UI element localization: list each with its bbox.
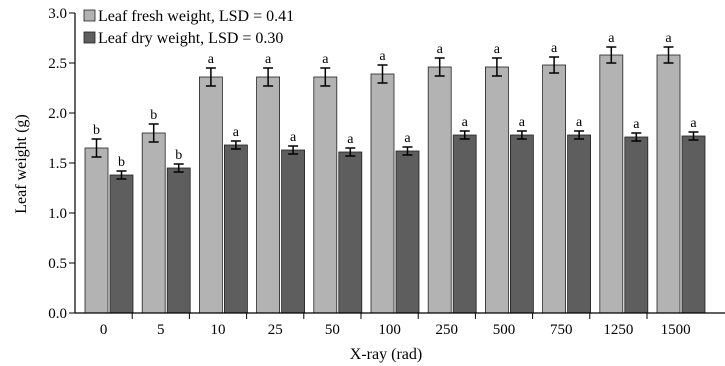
significance-label: a: [519, 115, 526, 130]
x-tick-label: 5: [157, 322, 165, 338]
significance-label: a: [494, 42, 501, 57]
y-tick-label: 0.0: [48, 306, 67, 322]
error-bar: [459, 130, 470, 140]
x-tick-label: 250: [436, 322, 459, 338]
y-tick-label: 3.0: [48, 6, 67, 22]
bar: [109, 174, 134, 314]
error-bar: [574, 130, 585, 140]
significance-label: a: [576, 115, 583, 130]
bar: [509, 134, 534, 314]
error-bar: [606, 46, 617, 64]
significance-label: a: [665, 31, 672, 46]
significance-label: a: [208, 52, 215, 67]
bar: [599, 54, 624, 314]
bar: [681, 135, 706, 314]
error-bar: [688, 131, 699, 141]
significance-label: a: [633, 117, 640, 132]
x-tick-label: 1250: [603, 322, 633, 338]
y-tick-label: 1.5: [48, 156, 67, 172]
legend-item: Leaf fresh weight, LSD = 0.41: [83, 8, 294, 25]
significance-label: a: [462, 115, 469, 130]
legend: Leaf fresh weight, LSD = 0.41 Leaf dry we…: [83, 8, 294, 47]
error-bar: [377, 64, 388, 84]
error-bar: [549, 56, 560, 74]
bar: [281, 149, 306, 314]
bar: [370, 73, 395, 314]
error-bar: [205, 67, 216, 87]
bar: [452, 134, 477, 314]
y-axis-title: Leaf weight (g): [13, 114, 30, 214]
x-tick-label: 1500: [661, 322, 691, 338]
significance-label: a: [690, 116, 697, 131]
significance-label: b: [175, 148, 182, 163]
x-tick-label: 0: [100, 322, 108, 338]
x-tick-label: 500: [493, 322, 516, 338]
significance-label: a: [379, 49, 386, 64]
significance-label: a: [437, 42, 444, 57]
x-tick-label: 750: [550, 322, 573, 338]
y-tick-label: 2.0: [48, 106, 67, 122]
error-bar: [402, 146, 413, 156]
significance-label: a: [551, 41, 558, 56]
error-bar: [516, 130, 527, 140]
error-bar: [345, 147, 356, 157]
significance-label: a: [404, 131, 411, 146]
error-bar: [320, 67, 331, 87]
error-bar: [173, 163, 184, 173]
significance-label: a: [322, 52, 329, 67]
legend-item: Leaf dry weight, LSD = 0.30: [83, 30, 283, 47]
legend-label: Leaf fresh weight, LSD = 0.41: [98, 8, 294, 25]
error-bar: [263, 67, 274, 87]
significance-label: a: [347, 132, 354, 147]
significance-label: a: [608, 31, 615, 46]
x-tick-label: 50: [325, 322, 340, 338]
bar: [484, 66, 509, 314]
bar: [84, 147, 109, 314]
x-axis-title: X-ray (rad): [350, 346, 422, 363]
error-bar: [91, 138, 102, 158]
legend-swatch: [83, 9, 96, 22]
bar: [395, 150, 420, 314]
bar: [624, 136, 649, 314]
bar: [427, 66, 452, 314]
y-tick-label: 0.5: [48, 256, 67, 272]
bar: [223, 144, 248, 314]
bar: [198, 76, 223, 314]
bar: [313, 76, 338, 314]
significance-label: a: [290, 130, 297, 145]
error-bar: [491, 57, 502, 77]
x-tick-label: 100: [378, 322, 401, 338]
bar: [656, 54, 681, 314]
bar: [567, 134, 591, 314]
error-bar: [631, 132, 642, 142]
x-tick-label: 10: [211, 322, 226, 338]
legend-swatch: [83, 31, 96, 44]
plot-area: b b b b a a a a a a a a a a a a a a a a a a: [84, 31, 706, 314]
axes: 0 5 10 25 50 100 250 500 750 1250 1500 0.0 0.5 1.0 1.5…: [48, 6, 725, 338]
significance-label: a: [233, 125, 240, 140]
error-bar: [148, 123, 159, 143]
error-bar: [230, 140, 241, 150]
x-tick-label: 25: [268, 322, 283, 338]
error-bar: [288, 145, 299, 155]
significance-label: b: [150, 108, 157, 123]
error-bar: [663, 46, 674, 64]
bar: [256, 76, 281, 314]
error-bar: [116, 170, 127, 180]
bar: [166, 167, 191, 314]
bar: [338, 151, 363, 314]
error-bar: [434, 57, 445, 77]
significance-label: a: [265, 52, 272, 67]
bar: [542, 64, 566, 314]
significance-label: b: [93, 123, 100, 138]
y-tick-label: 1.0: [48, 206, 67, 222]
bar: [141, 132, 166, 314]
legend-label: Leaf dry weight, LSD = 0.30: [98, 30, 283, 47]
significance-label: b: [118, 155, 125, 170]
y-tick-label: 2.5: [48, 56, 67, 72]
